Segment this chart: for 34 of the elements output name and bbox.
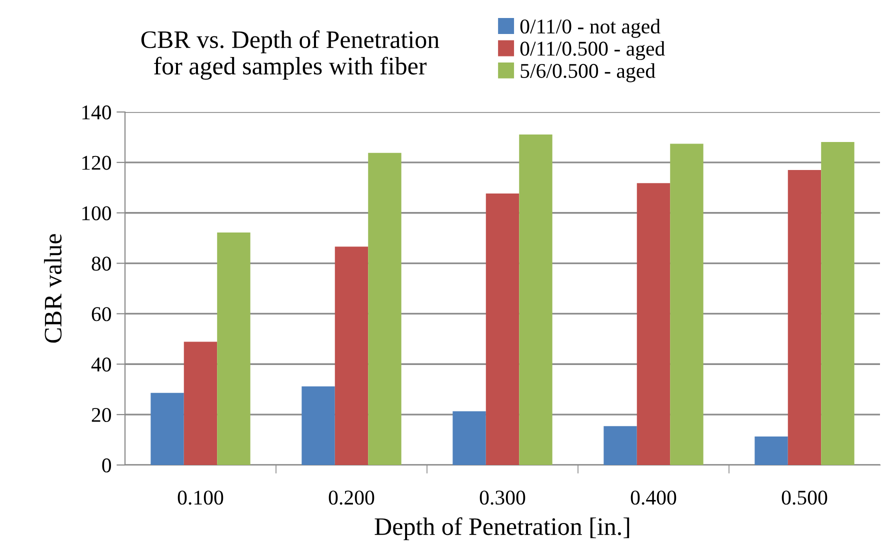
y-tick-label: 20 <box>92 408 112 422</box>
y-tick-label: 140 <box>82 105 112 120</box>
x-tick-label: 0.500 <box>782 490 828 505</box>
y-tick-label: 40 <box>91 358 112 372</box>
bar <box>368 152 402 465</box>
bar <box>636 183 670 465</box>
x-tick-label: 0.200 <box>328 490 374 505</box>
y-axis-title: CBR value <box>44 234 62 343</box>
legend-label: 0/11/0 - not aged <box>520 18 660 38</box>
bar <box>486 193 520 465</box>
x-tick-label: 0.100 <box>178 490 224 505</box>
bar <box>754 436 788 465</box>
x-tick-label: 0.300 <box>480 490 526 505</box>
bar <box>217 232 250 465</box>
bar <box>302 386 335 465</box>
bar <box>788 170 822 465</box>
x-axis-title: Depth of Penetration [in.] <box>374 517 630 540</box>
bar <box>150 392 184 465</box>
chart-title: CBR vs. Depth of Penetration for aged samples with fiber <box>141 30 440 80</box>
bar <box>604 426 637 465</box>
y-tick-label: 100 <box>82 206 112 220</box>
bar <box>184 342 218 465</box>
x-tick-label: 0.400 <box>630 490 676 505</box>
y-tick-label: 0 <box>102 458 112 472</box>
bar <box>821 142 854 465</box>
bar <box>670 144 704 465</box>
bar <box>334 246 368 465</box>
legend-label: 5/6/0.500 - aged <box>520 63 656 82</box>
bar <box>519 134 552 465</box>
y-tick-label: 120 <box>82 156 112 170</box>
bar <box>452 411 486 465</box>
y-tick-label: 80 <box>92 256 112 271</box>
y-tick-label: 60 <box>92 307 112 322</box>
legend-label: 0/11/0.500 - aged <box>520 41 665 60</box>
